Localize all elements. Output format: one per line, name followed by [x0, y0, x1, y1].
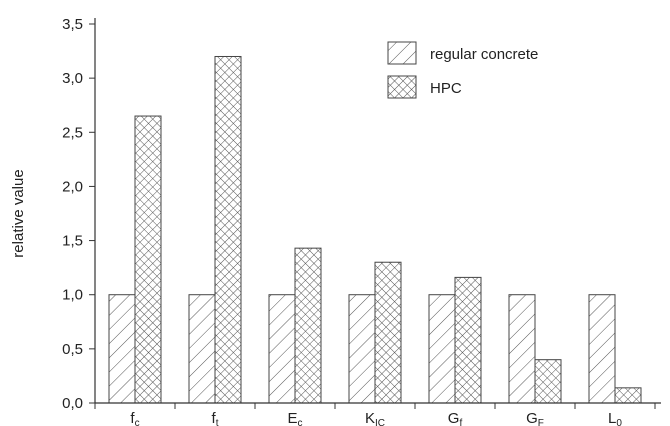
legend-swatch-regular [387, 41, 417, 65]
bar-regular-0 [108, 294, 136, 404]
bar-regular-6 [588, 294, 616, 404]
x-tick-label: fc [130, 410, 139, 426]
bar-regular-3 [348, 294, 376, 404]
bar-regular-1 [188, 294, 216, 404]
bar-hpc-1 [214, 55, 242, 404]
y-tick-label: 2,0 [62, 178, 83, 195]
y-tick-label: 2,5 [62, 124, 83, 141]
bar-regular-2 [268, 294, 296, 404]
x-tick-label: L0 [608, 410, 622, 426]
bar-hpc-6 [614, 387, 642, 404]
bar-hpc-3 [374, 261, 402, 404]
legend-swatch-hpc [387, 75, 417, 99]
y-tick-label: 1,5 [62, 233, 83, 250]
y-tick-label: 3,5 [62, 16, 83, 33]
x-tick-label: KIC [365, 410, 385, 426]
bar-hpc-5 [534, 359, 562, 404]
legend-label-regular: regular concrete [430, 46, 538, 63]
bar-regular-4 [428, 294, 456, 404]
y-tick-label: 0,5 [62, 341, 83, 358]
legend-label-hpc: HPC [430, 80, 462, 97]
x-tick-label: ft [212, 410, 219, 426]
axes-group: 0,0 0,5 1,0 1,5 2,0 2,5 3,0 3,5 fc ft Ec KIC Gf GF L0 r… [10, 16, 661, 426]
x-tick-label: GF [526, 410, 544, 426]
y-axis-label: relative value [10, 169, 27, 257]
bar-hpc-0 [134, 115, 162, 404]
bars-group [108, 55, 642, 404]
bar-hpc-4 [454, 276, 482, 404]
bar-regular-5 [508, 294, 536, 404]
y-tick-label: 3,0 [62, 70, 83, 87]
x-tick-label: Ec [287, 410, 302, 426]
bar-hpc-2 [294, 247, 322, 404]
x-tick-label: Gf [448, 410, 463, 426]
legend: regular concrete HPC [387, 41, 538, 99]
y-tick-label: 0,0 [62, 395, 83, 412]
y-tick-label: 1,0 [62, 287, 83, 304]
